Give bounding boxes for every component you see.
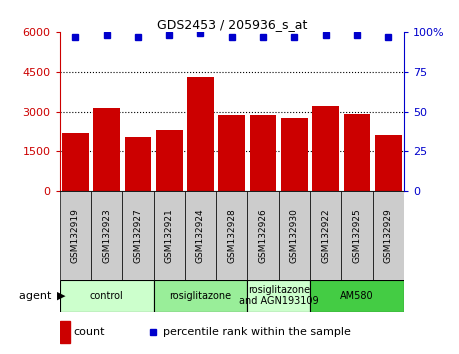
Bar bbox=[216, 191, 247, 280]
Text: GSM132921: GSM132921 bbox=[165, 208, 174, 263]
Bar bbox=[313, 106, 339, 191]
Text: GSM132924: GSM132924 bbox=[196, 208, 205, 263]
Text: control: control bbox=[90, 291, 123, 301]
Text: GSM132925: GSM132925 bbox=[353, 208, 362, 263]
Title: GDS2453 / 205936_s_at: GDS2453 / 205936_s_at bbox=[157, 18, 307, 31]
Text: GSM132922: GSM132922 bbox=[321, 208, 330, 263]
Text: GSM132923: GSM132923 bbox=[102, 208, 111, 263]
Bar bbox=[156, 130, 183, 191]
Bar bbox=[310, 280, 404, 312]
Bar bbox=[281, 118, 308, 191]
Bar bbox=[341, 191, 373, 280]
Text: rosiglitazone
and AGN193109: rosiglitazone and AGN193109 bbox=[239, 285, 319, 307]
Text: ▶: ▶ bbox=[57, 291, 66, 301]
Text: GSM132930: GSM132930 bbox=[290, 208, 299, 263]
Bar bbox=[60, 191, 91, 280]
Bar bbox=[250, 115, 276, 191]
Bar bbox=[124, 137, 151, 191]
Bar bbox=[122, 191, 154, 280]
Bar bbox=[373, 191, 404, 280]
Bar bbox=[247, 191, 279, 280]
Bar bbox=[247, 280, 310, 312]
Text: percentile rank within the sample: percentile rank within the sample bbox=[163, 327, 351, 337]
Bar bbox=[93, 108, 120, 191]
Text: GSM132929: GSM132929 bbox=[384, 208, 393, 263]
Bar bbox=[279, 191, 310, 280]
Bar bbox=[154, 191, 185, 280]
Bar bbox=[218, 115, 245, 191]
Bar bbox=[344, 114, 370, 191]
Text: GSM132928: GSM132928 bbox=[227, 208, 236, 263]
Bar bbox=[187, 77, 214, 191]
Text: GSM132927: GSM132927 bbox=[134, 208, 142, 263]
Text: GSM132926: GSM132926 bbox=[258, 208, 268, 263]
Text: AM580: AM580 bbox=[340, 291, 374, 301]
Bar bbox=[62, 133, 89, 191]
Bar bbox=[60, 280, 154, 312]
Text: GSM132919: GSM132919 bbox=[71, 208, 80, 263]
Bar bbox=[375, 135, 402, 191]
Bar bbox=[310, 191, 341, 280]
Text: rosiglitazone: rosiglitazone bbox=[169, 291, 231, 301]
Bar bbox=[154, 280, 247, 312]
Bar bbox=[185, 191, 216, 280]
Text: agent: agent bbox=[19, 291, 55, 301]
Bar bbox=[91, 191, 122, 280]
Bar bbox=[60, 321, 70, 343]
Text: count: count bbox=[73, 327, 105, 337]
